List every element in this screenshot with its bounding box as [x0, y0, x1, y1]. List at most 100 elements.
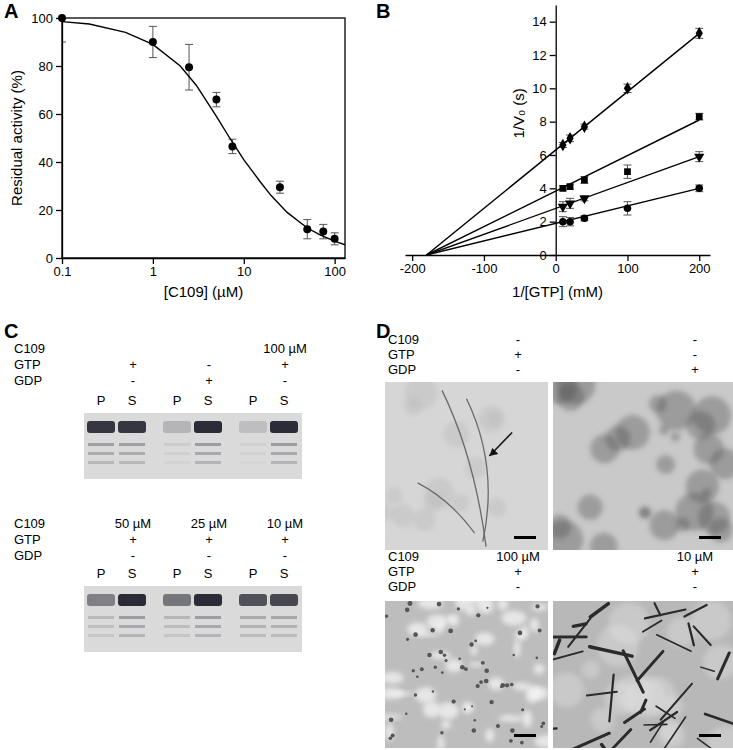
minor-band: [164, 616, 190, 619]
panel-b: -200-1000100200024681012141/[GTP] (mM)1/…: [400, 6, 711, 301]
axis-line: [406, 255, 711, 256]
filament: [553, 651, 583, 663]
point: [149, 38, 157, 46]
texture: [446, 616, 455, 622]
y-axis: 02468101214: [532, 6, 556, 263]
lane-label: S: [128, 566, 137, 581]
condition-label: 100 µM: [496, 549, 540, 564]
tick-label: 14: [532, 14, 546, 29]
texture: [615, 415, 650, 450]
tick: -100: [471, 255, 497, 276]
error-bar: [276, 181, 284, 193]
minor-band: [88, 461, 114, 464]
filament: [684, 605, 706, 616]
tick-label: 100: [324, 264, 346, 279]
filament: [645, 610, 686, 619]
minor-band: [240, 616, 266, 619]
point: [559, 218, 567, 226]
minor-band: [240, 452, 266, 455]
tick-mark: [334, 258, 335, 264]
condition-label: -: [693, 332, 697, 347]
band: [270, 594, 298, 606]
texture: [473, 719, 476, 722]
filament: [701, 667, 714, 671]
texture: [510, 683, 514, 687]
tick: 2: [539, 214, 555, 229]
texture: [420, 667, 424, 671]
minor-band: [164, 634, 190, 637]
texture: [557, 383, 585, 411]
tick-label: 10: [237, 264, 251, 279]
row-label: C109: [388, 332, 419, 347]
minor-band: [88, 616, 114, 619]
tick-mark: [153, 258, 154, 264]
minor-band: [195, 452, 221, 455]
filament: [553, 635, 586, 638]
error-bar: [212, 92, 220, 106]
error-cap: [623, 165, 631, 166]
texture: [389, 736, 393, 740]
tick-mark: [56, 114, 62, 115]
texture: [649, 510, 679, 540]
error-cap: [212, 92, 220, 93]
arrow-head: [489, 448, 498, 456]
texture: [414, 693, 417, 696]
point: [331, 235, 339, 243]
tick: 20: [39, 203, 62, 218]
minor-band: [164, 625, 190, 628]
texture: [385, 723, 394, 740]
texture: [578, 495, 603, 520]
texture: [441, 671, 444, 674]
condition-label: -: [516, 332, 520, 347]
texture: [385, 504, 394, 520]
texture: [452, 699, 456, 703]
tick-mark: [550, 88, 556, 89]
panel-d: C109GTPGDP-+---+C109GTPGDP100 µM+-10 µM+…: [377, 332, 733, 750]
texture: [475, 632, 494, 645]
condition-label: +: [514, 564, 522, 579]
minor-band: [240, 625, 266, 628]
texture: [385, 614, 388, 617]
row-label: C109: [14, 341, 45, 356]
error-bar: [695, 185, 703, 192]
texture: [412, 669, 415, 672]
texture: [439, 650, 444, 655]
texture: [518, 631, 523, 636]
error-cap: [303, 219, 311, 220]
texture: [481, 661, 485, 665]
minor-band: [119, 443, 145, 446]
error-cap: [149, 57, 157, 58]
filament: [694, 626, 711, 645]
texture: [391, 504, 414, 527]
micrograph-block: C109GTPGDP100 µM+-10 µM+-: [377, 549, 733, 750]
texture: [464, 667, 468, 671]
texture: [476, 613, 480, 617]
point: [319, 228, 327, 236]
texture: [608, 603, 649, 644]
texture: [486, 607, 488, 609]
texture: [489, 700, 493, 704]
condition-label: 100 µM: [263, 341, 307, 356]
texture: [390, 692, 414, 696]
condition-label: 25 µM: [191, 516, 227, 531]
line: [427, 188, 700, 255]
error-bar: [303, 220, 311, 239]
texture: [474, 639, 477, 642]
tick-mark: [56, 162, 62, 163]
tick: 10: [532, 81, 555, 96]
minor-band: [195, 461, 221, 464]
error-bar: [566, 184, 574, 189]
error-cap: [623, 201, 631, 202]
texture: [510, 728, 515, 733]
texture: [445, 659, 448, 662]
minor-band: [164, 443, 190, 446]
texture: [432, 690, 434, 692]
tick: 12: [532, 48, 555, 63]
lane-label: P: [249, 566, 258, 581]
minor-band: [271, 616, 297, 619]
tick-label: -100: [471, 261, 497, 276]
x-axis: -200-1000100200: [400, 255, 711, 276]
band: [270, 421, 298, 433]
lane-label: P: [97, 566, 106, 581]
texture: [458, 657, 461, 660]
